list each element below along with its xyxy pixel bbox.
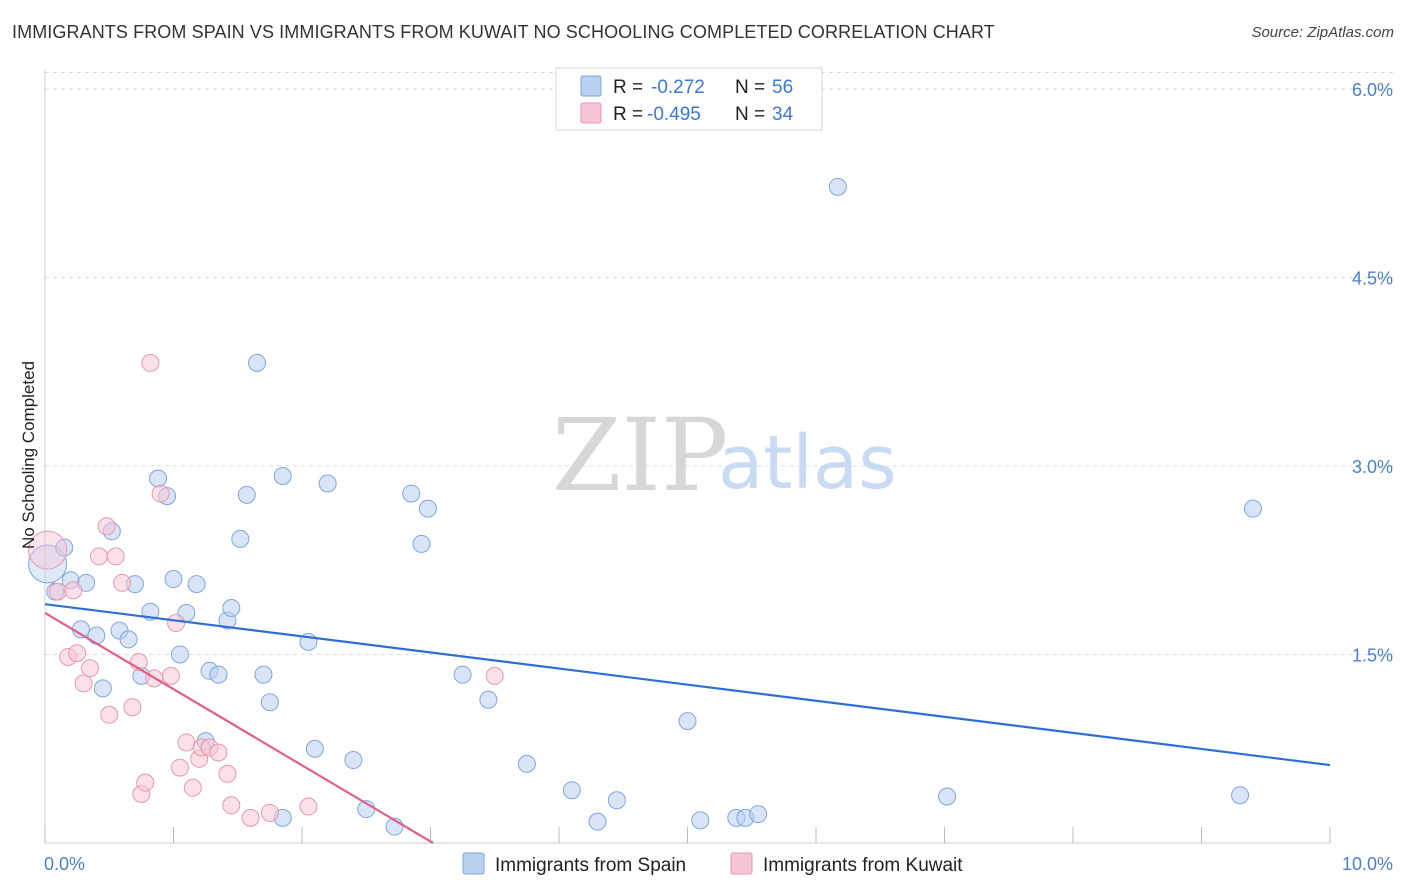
point-spain <box>418 499 437 518</box>
bottom-legend-swatch-kuwait <box>730 852 753 875</box>
point-spain <box>254 665 273 684</box>
point-kuwait <box>28 530 68 570</box>
trend-line-spain <box>44 603 1331 767</box>
point-spain <box>828 177 847 196</box>
point-spain <box>453 665 472 684</box>
y-tick-labels: 1.5% 3.0% 4.5% 6.0% <box>1352 80 1393 666</box>
point-spain <box>209 665 228 684</box>
x-tick-label: 0.0% <box>44 854 85 874</box>
point-kuwait <box>167 614 186 633</box>
legend-spain-r-label: R = <box>613 77 643 98</box>
point-kuwait <box>80 659 99 678</box>
point-kuwait <box>123 698 142 717</box>
legend-swatch-spain <box>580 75 602 97</box>
gridlines <box>45 72 1395 655</box>
point-kuwait <box>151 484 170 503</box>
point-kuwait <box>106 547 125 566</box>
legend-kuwait-n-label: N = <box>735 104 765 125</box>
point-spain <box>273 466 292 485</box>
legend-kuwait-r-label: R = <box>613 104 643 125</box>
x-tick-labels: 0.0% 10.0% <box>44 854 1393 874</box>
point-kuwait <box>89 547 108 566</box>
watermark-zip: ZIP <box>552 397 728 514</box>
point-kuwait <box>218 764 237 783</box>
point-kuwait <box>222 796 241 815</box>
point-spain <box>93 679 112 698</box>
point-spain <box>248 353 267 372</box>
point-spain <box>260 693 279 712</box>
point-spain <box>318 474 337 493</box>
point-spain <box>479 690 498 709</box>
point-kuwait <box>136 773 155 792</box>
point-spain <box>119 630 138 649</box>
bottom-legend-spain: Immigrants from Spain <box>495 855 686 876</box>
point-kuwait <box>74 674 93 693</box>
point-spain <box>691 811 710 830</box>
watermark-atlas: atlas <box>718 420 897 506</box>
point-kuwait <box>100 705 119 724</box>
point-spain <box>222 598 241 617</box>
point-kuwait <box>485 666 504 685</box>
point-spain <box>187 575 206 594</box>
point-spain <box>1231 786 1250 805</box>
series-legend: Immigrants from Spain Immigrants from Ku… <box>462 852 963 876</box>
point-spain <box>28 544 68 584</box>
bottom-legend-swatch-spain <box>462 852 485 875</box>
chart-title: IMMIGRANTS FROM SPAIN VS IMMIGRANTS FROM… <box>12 22 995 42</box>
point-kuwait <box>209 743 228 762</box>
point-kuwait <box>183 778 202 797</box>
trend-line-kuwait <box>44 612 434 844</box>
y-tick-label: 3.0% <box>1352 457 1393 477</box>
point-spain <box>678 712 697 731</box>
point-spain <box>412 534 431 553</box>
point-spain <box>55 538 74 557</box>
y-tick-label: 6.0% <box>1352 80 1393 100</box>
y-tick-label: 4.5% <box>1352 268 1393 288</box>
point-spain <box>402 484 421 503</box>
point-spain <box>170 645 189 664</box>
point-spain <box>517 754 536 773</box>
point-spain <box>237 485 256 504</box>
point-spain <box>938 787 957 806</box>
point-kuwait <box>170 758 189 777</box>
legend-swatch-kuwait <box>580 102 602 124</box>
stats-legend: R = -0.272 N = 56 R = -0.495 N = 34 <box>555 67 823 131</box>
point-kuwait <box>97 517 116 536</box>
source-label: Source: ZipAtlas.com <box>1251 24 1394 41</box>
point-spain <box>749 805 768 824</box>
point-kuwait <box>64 581 83 600</box>
trend-lines <box>44 603 1331 844</box>
watermark: ZIP atlas <box>552 397 897 514</box>
point-spain <box>87 626 106 645</box>
point-spain <box>344 751 363 770</box>
point-spain <box>305 739 324 758</box>
y-axis-label: No Schooling Completed <box>19 361 38 549</box>
point-kuwait <box>177 733 196 752</box>
bottom-legend-kuwait: Immigrants from Kuwait <box>763 855 963 876</box>
point-spain <box>1243 499 1262 518</box>
point-kuwait <box>241 808 260 827</box>
point-kuwait <box>299 797 318 816</box>
point-kuwait <box>113 573 132 592</box>
point-kuwait <box>68 644 87 663</box>
series-kuwait-points <box>28 353 504 827</box>
x-tick-label: 10.0% <box>1342 854 1393 874</box>
legend-spain-n-label: N = <box>735 77 765 98</box>
point-kuwait <box>48 582 67 601</box>
point-kuwait <box>260 803 279 822</box>
y-tick-label: 1.5% <box>1352 645 1393 665</box>
point-spain <box>588 812 607 831</box>
point-kuwait <box>141 353 160 372</box>
point-spain <box>149 469 168 488</box>
legend-spain-r-value: -0.272 <box>651 77 705 98</box>
point-kuwait <box>161 666 180 685</box>
point-spain <box>231 529 250 548</box>
point-spain <box>562 781 581 800</box>
legend-kuwait-n-value: 34 <box>772 104 794 125</box>
point-spain <box>607 791 626 810</box>
point-spain <box>164 570 183 589</box>
legend-spain-n-value: 56 <box>772 77 793 98</box>
legend-kuwait-r-value: -0.495 <box>647 104 701 125</box>
